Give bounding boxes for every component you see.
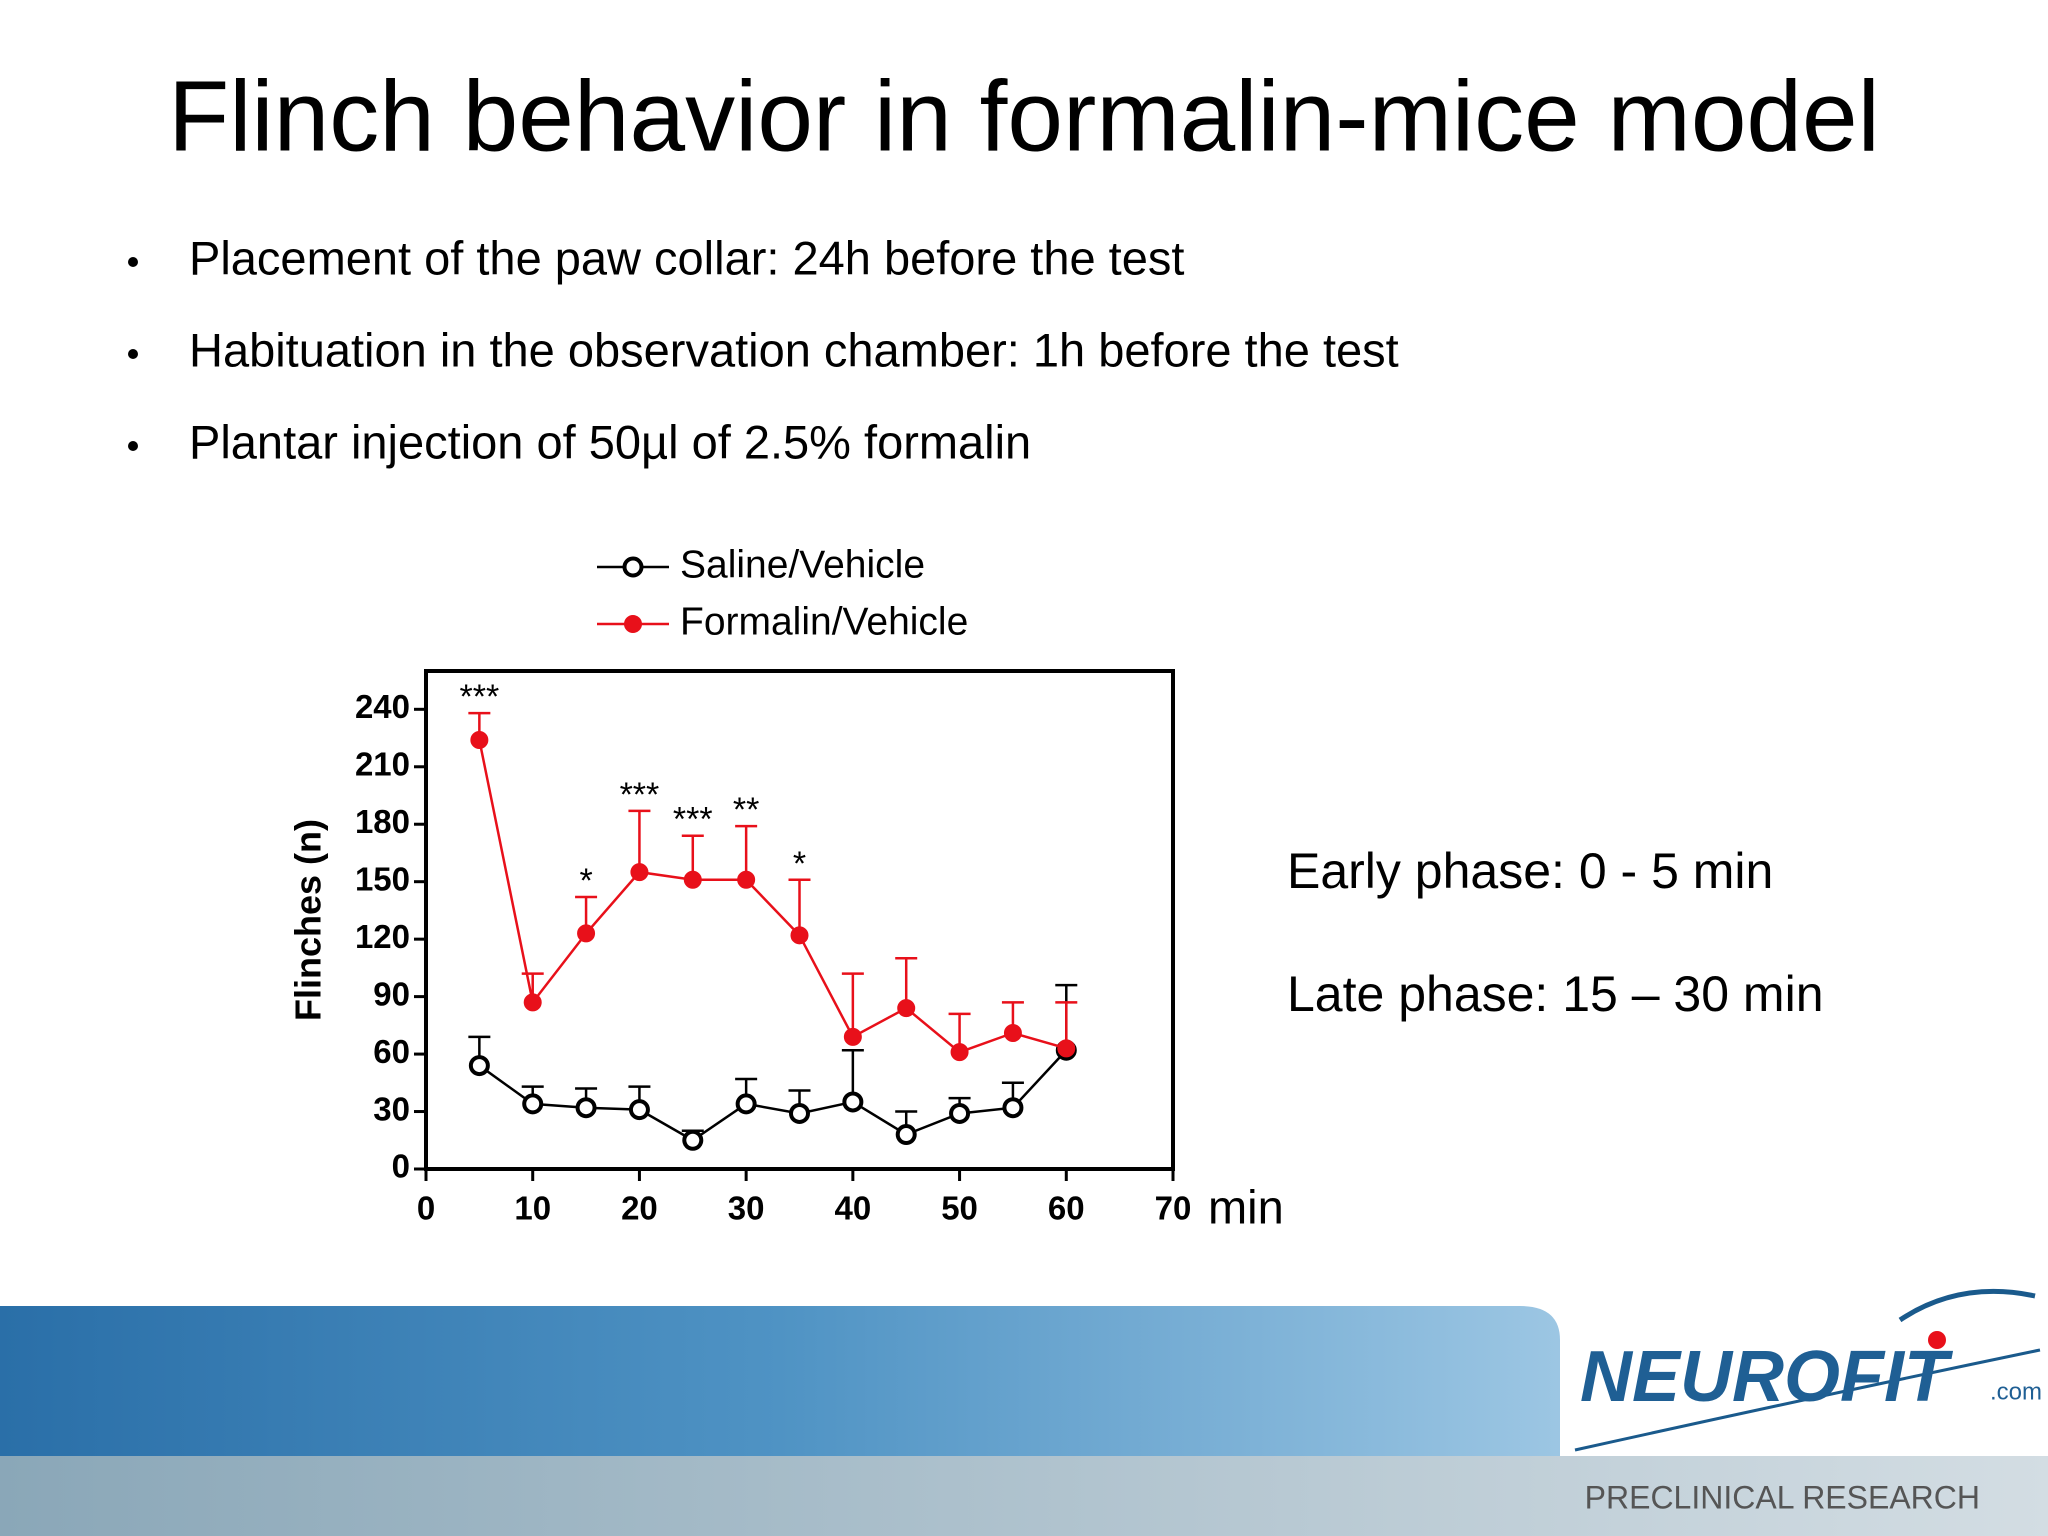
data-point — [630, 863, 649, 882]
bullet-text: Placement of the paw collar: 24h before … — [189, 231, 1184, 284]
legend-marker — [624, 615, 642, 633]
y-tick-label: 30 — [373, 1090, 410, 1127]
y-tick-label: 150 — [355, 860, 410, 897]
significance-label: ** — [733, 791, 759, 829]
y-tick-label: 90 — [373, 975, 410, 1012]
data-point — [789, 1102, 810, 1124]
x-tick-label: 70 — [1155, 1190, 1192, 1227]
data-point — [1003, 1024, 1022, 1043]
background — [0, 1288, 2048, 1536]
bullet-text: Habituation in the observation chamber: … — [189, 323, 1399, 376]
note: Early phase: 0 - 5 min — [1287, 843, 1773, 899]
x-tick-label: 60 — [1048, 1190, 1085, 1227]
data-point — [735, 1093, 757, 1115]
data-point — [577, 924, 596, 943]
data-point — [949, 1102, 971, 1124]
data-point — [470, 730, 489, 749]
significance-label: * — [579, 862, 592, 900]
series-line — [478, 739, 1067, 1054]
significance-label: *** — [673, 801, 713, 839]
y-tick-label: 120 — [355, 918, 410, 955]
legend-marker — [622, 556, 644, 578]
data-point — [895, 1124, 917, 1146]
x-tick-label: 10 — [514, 1190, 551, 1227]
data-point — [682, 1129, 704, 1151]
bullet-dot — [128, 349, 138, 359]
data-point — [1002, 1097, 1024, 1119]
data-point — [468, 1055, 490, 1077]
data-point — [790, 926, 809, 945]
x-tick-label: 40 — [834, 1190, 871, 1227]
bullet-text: Plantar injection of 50µl of 2.5% formal… — [189, 415, 1031, 468]
legend-label: Formalin/Vehicle — [680, 600, 968, 643]
data-point — [522, 1093, 544, 1115]
x-tick-label: 20 — [621, 1190, 658, 1227]
note: Late phase: 15 – 30 min — [1287, 966, 1824, 1022]
tagline: PRECLINICAL RESEARCH — [1585, 1479, 1980, 1515]
bullet-dot — [128, 257, 138, 267]
data-point — [523, 993, 542, 1012]
y-axis-label: Flinches (n) — [288, 819, 329, 1021]
bullet-dot — [128, 441, 138, 451]
y-tick-label: 210 — [355, 745, 410, 782]
y-tick-label: 60 — [373, 1033, 410, 1070]
y-tick-label: 180 — [355, 803, 410, 840]
series-line — [478, 1049, 1068, 1142]
data-point — [628, 1099, 650, 1121]
data-point — [842, 1091, 864, 1113]
slide-title: Flinch behavior in formalin-mice model — [168, 60, 1880, 172]
logo-suffix: .com — [1990, 1378, 2042, 1405]
x-unit: min — [1208, 1180, 1284, 1233]
data-point — [1057, 1039, 1076, 1058]
x-tick-label: 0 — [417, 1190, 435, 1227]
data-point — [843, 1027, 862, 1046]
data-point — [683, 870, 702, 889]
legend-label: Saline/Vehicle — [680, 543, 925, 586]
y-tick-label: 0 — [392, 1148, 410, 1185]
x-tick-label: 50 — [941, 1190, 978, 1227]
significance-label: * — [793, 845, 806, 883]
logo: NEUROFIT — [1580, 1337, 1954, 1417]
x-tick-label: 30 — [728, 1190, 765, 1227]
data-point — [897, 999, 916, 1018]
significance-label: *** — [460, 678, 500, 716]
bullet-list: Placement of the paw collar: 24h before … — [128, 231, 1399, 468]
data-point — [575, 1097, 597, 1119]
significance-label: *** — [620, 776, 660, 814]
plot-frame — [424, 669, 1175, 1171]
y-tick-label: 240 — [355, 688, 410, 725]
data-point — [950, 1043, 969, 1062]
data-point — [737, 870, 756, 889]
